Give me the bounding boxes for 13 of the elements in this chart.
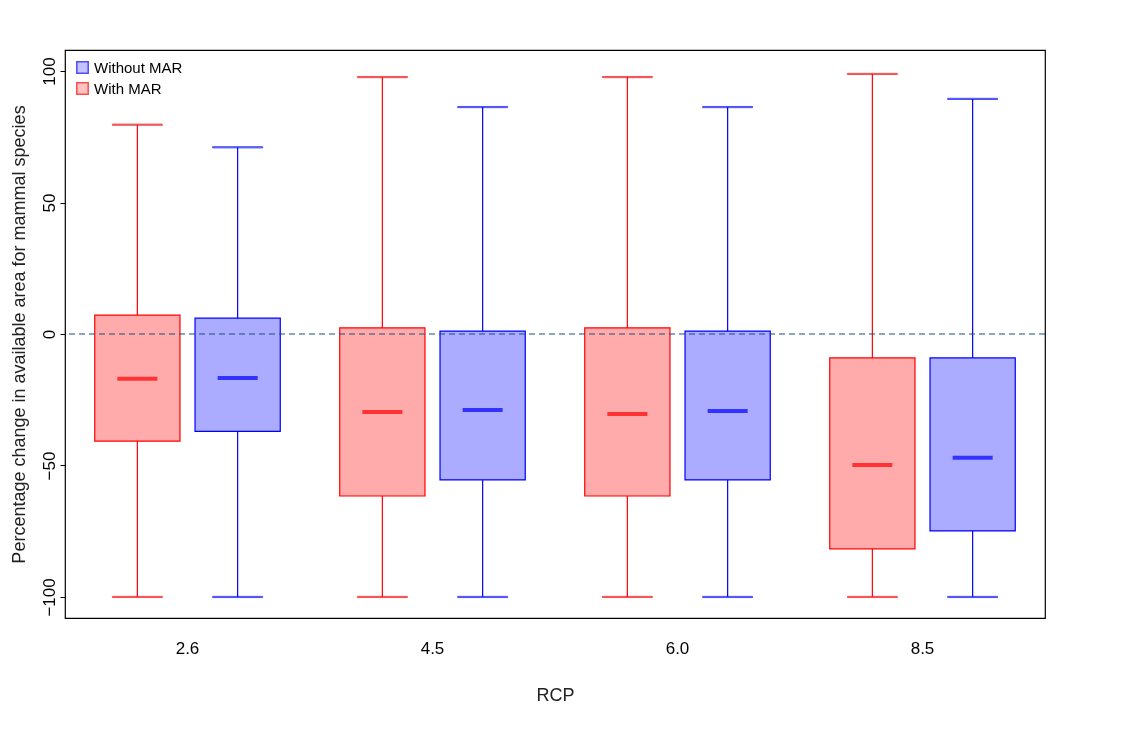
x-tick-label: 8.5 [910, 638, 935, 658]
y-tick-label: 50 [39, 193, 59, 213]
y-tick-label: −50 [39, 451, 59, 481]
x-tick-label: 6.0 [665, 638, 690, 658]
x-tick-label: 4.5 [420, 638, 445, 658]
x-tick-label: 2.6 [175, 638, 200, 658]
y-axis-title: Percentage change in available area for mammal species [8, 105, 29, 564]
y-tick-label: 0 [39, 329, 59, 340]
y-tick-label: −100 [39, 578, 59, 617]
x-axis-title: RCP [536, 684, 575, 705]
legend-label: With MAR [94, 79, 162, 97]
legend-label: Without MAR [94, 58, 183, 76]
y-tick-label: 100 [39, 57, 59, 86]
